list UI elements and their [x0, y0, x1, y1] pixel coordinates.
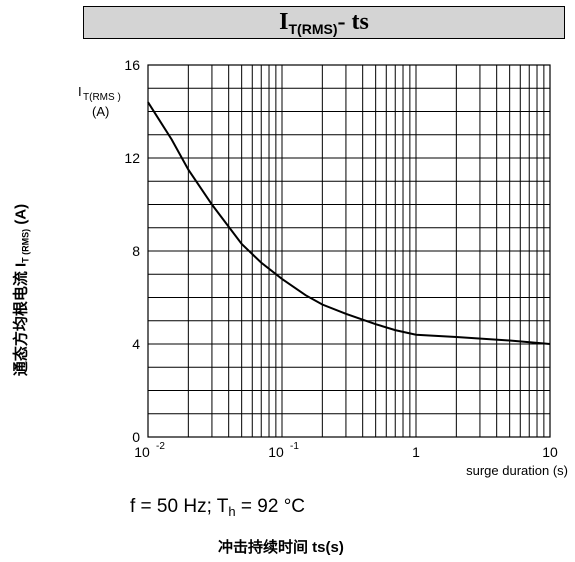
plot-frame — [147, 64, 551, 438]
x-tick-exponent: -2 — [156, 441, 165, 452]
title-rest: - ts — [337, 8, 369, 35]
x-axis-label: surge duration (s) — [466, 463, 568, 478]
test-condition: f = 50 Hz; Th = 92 °C — [130, 496, 305, 519]
y-axis-label-sub: T(RMS ) — [83, 92, 121, 103]
y-tick-label: 12 — [124, 150, 140, 166]
chart-title-text: IT(RMS)- ts — [279, 9, 369, 37]
x-tick-exponent: -1 — [290, 441, 299, 452]
tick-labels: 0 4 8 12 16 10 -2 10 -1 1 10 — [124, 57, 558, 460]
x-axis-title-cn: 冲击持续时间 ts(s) — [218, 539, 344, 556]
x-tick-label: 10 — [542, 444, 558, 460]
title-sub: T(RMS) — [288, 20, 338, 37]
y-tick-label: 4 — [132, 336, 140, 352]
condition-sub: h — [228, 504, 236, 519]
x-tick-label: 1 — [412, 444, 420, 460]
series-line — [147, 101, 551, 345]
chart-title: IT(RMS)- ts — [83, 6, 565, 39]
y-tick-label: 0 — [132, 429, 140, 445]
grid — [147, 64, 551, 438]
x-tick-label: 10 — [134, 444, 150, 460]
y-tick-label: 16 — [124, 57, 140, 73]
x-tick-label: 10 — [268, 444, 284, 460]
condition-part2: = 92 °C — [235, 496, 306, 517]
y-axis-label-unit: (A) — [92, 104, 109, 119]
condition-part1: f = 50 Hz; T — [130, 496, 229, 517]
title-main: I — [279, 8, 289, 35]
y-axis-label-symbol: I — [78, 84, 82, 99]
y-tick-label: 8 — [132, 243, 140, 259]
